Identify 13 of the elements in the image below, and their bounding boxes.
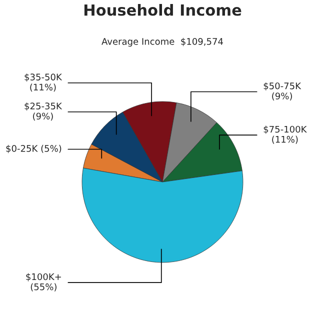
data-label: (9%) [33, 112, 53, 121]
data-label: (55%) [30, 283, 56, 292]
slice-label: $0-25K (5%) [6, 144, 62, 154]
slice-label: $50-75K [264, 82, 302, 91]
data-label: (11%) [272, 136, 298, 144]
slice-label: $75-100K [264, 126, 307, 134]
data-label: (9%) [272, 92, 292, 100]
data-label: (11%) [30, 84, 56, 92]
slice-label: $100K+ [26, 273, 61, 282]
slice-label: $35-50K [24, 73, 62, 82]
chart-subtitle: Average Income $109,574 [102, 38, 223, 47]
chart-title: Household Income [84, 4, 242, 16]
slice-label: $25-35K [24, 102, 62, 111]
